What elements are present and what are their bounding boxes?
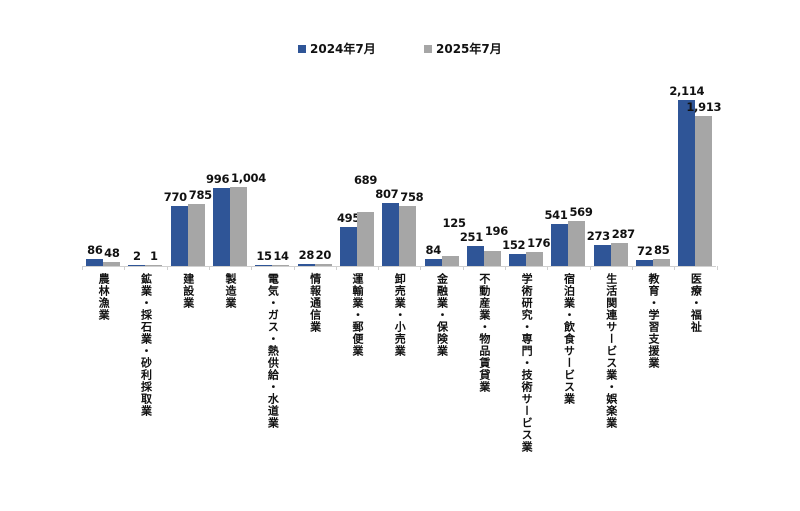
data-label-2024: 86: [87, 243, 103, 258]
bar-2025: [610, 243, 628, 266]
bar-2024: [170, 205, 188, 266]
x-axis-tick: [166, 266, 168, 270]
data-label-2025: 758: [400, 190, 424, 205]
data-label-2024: 541: [544, 207, 568, 222]
x-axis-tick: [335, 266, 337, 270]
data-label-2024: 996: [206, 171, 230, 186]
bar-2025: [314, 264, 332, 266]
bar-2025: [103, 262, 121, 266]
bar-2024: [255, 264, 273, 266]
data-label-2025: 1,913: [686, 99, 722, 114]
x-axis-tick: [589, 266, 591, 270]
data-label-2024: 2: [132, 249, 141, 263]
bar-2025: [399, 206, 417, 266]
data-label-2025: 14: [273, 248, 289, 263]
x-axis-tick: [547, 266, 549, 270]
legend-item-2024: 2024年7月: [298, 40, 376, 57]
data-label-2025: 1: [149, 249, 158, 263]
x-axis-tick: [208, 266, 210, 270]
bar-2024: [128, 265, 146, 266]
x-axis-tick: [716, 266, 718, 270]
category-label: 医療・福祉: [689, 273, 703, 333]
bar-2024: [466, 246, 484, 266]
data-label-2024: 770: [163, 189, 187, 204]
bar-2024: [297, 263, 315, 266]
legend-item-2025: 2025年7月: [424, 40, 502, 57]
x-axis-tick: [505, 266, 506, 270]
data-label-2024: 15: [256, 248, 272, 263]
bar-2025: [187, 204, 205, 266]
data-label-2024: 2,114: [669, 84, 705, 98]
legend-label-2025: 2025年7月: [436, 42, 502, 56]
legend-swatch-2024: [298, 44, 306, 53]
category-label: 運輸業・郵便業: [350, 273, 364, 357]
x-axis-tick: [674, 266, 676, 270]
bar-2025: [145, 265, 163, 266]
x-axis-tick: [82, 266, 83, 270]
data-label-2024: 273: [586, 228, 610, 243]
bar-2024: [636, 260, 654, 266]
bar-2025: [568, 221, 586, 266]
data-label-2025: 287: [611, 227, 635, 242]
x-axis-tick: [631, 266, 633, 270]
data-label-2024: 152: [502, 238, 526, 253]
category-label: 卸売業・小売業: [393, 273, 407, 357]
data-label-2025: 1,004: [231, 171, 266, 186]
data-label-2024: 495: [336, 211, 361, 226]
x-axis-tick: [462, 266, 464, 270]
bar-2025: [695, 115, 713, 266]
x-axis: [82, 266, 716, 267]
bar-2024: [339, 227, 357, 266]
category-label: 不動産業・物品賃貸業: [477, 273, 491, 393]
data-label-2025: 48: [104, 246, 120, 261]
legend-label-2024: 2024年7月: [310, 42, 376, 56]
bar-2024: [213, 187, 231, 266]
category-label: 学術研究・専門・技術サービス業: [520, 273, 534, 453]
x-axis-tick: [378, 266, 380, 270]
data-label-2025: 176: [527, 236, 551, 251]
bar-2024: [551, 223, 569, 266]
category-label: 建設業: [181, 273, 195, 309]
bar-2025: [230, 187, 248, 266]
bar-2025: [441, 256, 459, 266]
data-label-2024: 28: [298, 247, 315, 262]
x-axis-tick: [293, 266, 295, 270]
data-label-2024: 84: [425, 243, 442, 258]
data-label-2025: 20: [315, 248, 332, 263]
category-label: 教育・学習支援業: [647, 273, 661, 369]
bar-2024: [424, 259, 442, 266]
data-label-2025: 196: [484, 224, 508, 239]
category-label: 製造業: [224, 273, 238, 309]
bar-2025: [653, 259, 671, 266]
category-label: 生活関連サービス業・娯楽業: [604, 273, 618, 429]
data-label-2024: 251: [459, 230, 483, 245]
data-label-2024: 807: [375, 186, 399, 201]
category-label: 金融業・保険業: [435, 273, 449, 357]
bar-2024: [86, 259, 104, 266]
x-axis-tick: [251, 266, 253, 270]
data-label-2025: 689: [353, 172, 378, 187]
bar-2024: [509, 254, 527, 266]
category-label: 鉱業・採石業・砂利採取業: [139, 273, 153, 417]
data-label-2025: 785: [188, 188, 212, 203]
legend-swatch-2025: [424, 44, 432, 53]
data-label-2025: 125: [442, 216, 466, 231]
bar-2024: [382, 202, 400, 266]
x-axis-tick: [420, 266, 422, 270]
category-label: 電気・ガス・熱供給・水道業: [266, 273, 280, 429]
category-label: 宿泊業・飲食サービス業: [562, 273, 576, 405]
category-label: 情報通信業: [308, 273, 322, 333]
bar-2024: [678, 100, 696, 266]
data-label-2025: 85: [654, 243, 670, 258]
category-label: 農林漁業: [97, 273, 111, 321]
bar-2025: [356, 211, 374, 266]
bar-2024: [593, 244, 611, 266]
bar-2025: [483, 250, 501, 266]
data-label-2025: 569: [569, 205, 593, 220]
x-axis-tick: [124, 266, 126, 270]
data-label-2024: 72: [637, 244, 653, 259]
bar-2025: [272, 264, 290, 266]
bar-2025: [526, 252, 544, 266]
